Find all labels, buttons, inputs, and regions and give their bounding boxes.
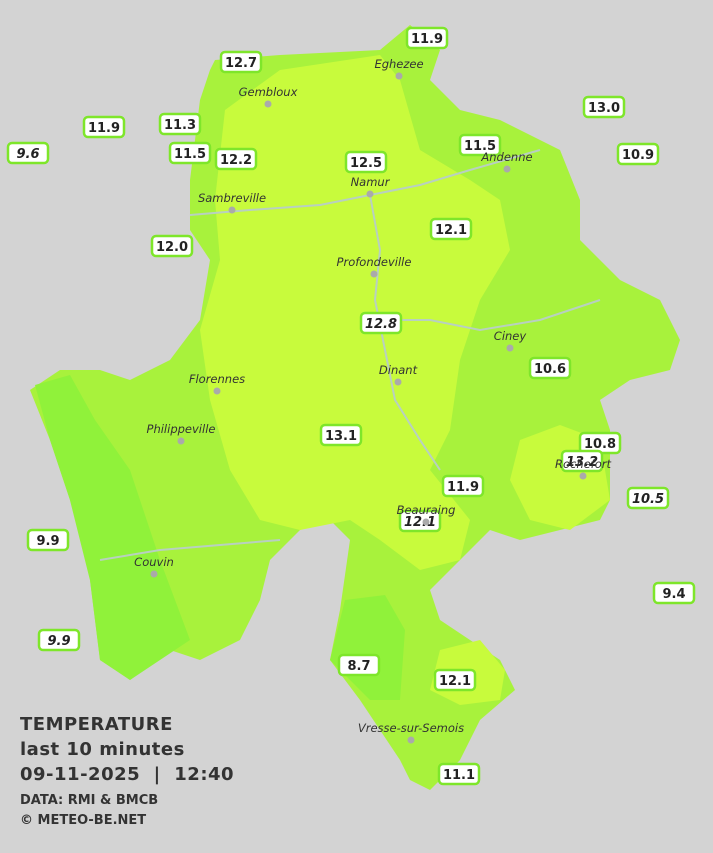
- town-label: Sambreville: [198, 191, 266, 205]
- station-box: [37, 628, 81, 652]
- station-box: [337, 653, 381, 677]
- station-value: 11.9: [88, 121, 120, 136]
- caption: TEMPERATURE last 10 minutes 09-11-2025 |…: [20, 714, 234, 828]
- town-dot: [579, 472, 587, 480]
- station-box: [26, 528, 70, 552]
- station-value: 13.2: [566, 455, 598, 470]
- station-box: [652, 581, 696, 605]
- station-box: [6, 141, 50, 165]
- town-label: Vresse-sur-Semois: [358, 721, 464, 735]
- station-value: 9.4: [662, 587, 685, 602]
- station-value: 11.5: [464, 139, 496, 154]
- station-box: [458, 133, 502, 157]
- station-box: [168, 141, 212, 165]
- town-dot: [370, 270, 378, 278]
- station-box: [429, 217, 473, 241]
- station-box: [398, 509, 442, 533]
- station-value: 9.6: [16, 147, 39, 162]
- station-value: 12.1: [439, 674, 471, 689]
- caption-copyright: © METEO-BE.NET: [20, 813, 146, 828]
- station-value: 11.3: [164, 118, 196, 133]
- station-value: 11.1: [443, 768, 475, 783]
- town-dot: [422, 518, 430, 526]
- station-box: [82, 115, 126, 139]
- town-dot: [228, 206, 236, 214]
- station-value: 10.6: [534, 362, 566, 377]
- station-box: [319, 423, 363, 447]
- station-box: [582, 95, 626, 119]
- town-dot: [150, 570, 158, 578]
- town-label: Couvin: [134, 555, 174, 569]
- station-box: [433, 668, 477, 692]
- town-label: Namur: [351, 175, 391, 189]
- station-value: 12.5: [350, 156, 382, 171]
- town-label: Profondeville: [337, 255, 412, 269]
- station-value: 10.8: [584, 437, 616, 452]
- stations: 12.7 11.9 13.0 11.9 11.3 9.6 11.5 12.2 12.5 11.5 1…: [6, 26, 696, 786]
- station-value: 11.5: [174, 147, 206, 162]
- station-box: [528, 356, 572, 380]
- caption-title: TEMPERATURE: [20, 714, 173, 735]
- town-dot: [395, 72, 403, 80]
- station-value: 9.9: [36, 534, 59, 549]
- station-box: [441, 474, 485, 498]
- station-box: [437, 762, 481, 786]
- station-value: 10.9: [622, 148, 654, 163]
- station-box: [560, 449, 604, 473]
- station-value: 11.9: [411, 32, 443, 47]
- town-label: Philippeville: [147, 422, 216, 436]
- station-box: [214, 147, 258, 171]
- station-value: 12.7: [225, 56, 257, 71]
- station-box: [158, 112, 202, 136]
- station-box: [344, 150, 388, 174]
- town-dot: [177, 437, 185, 445]
- station-value: 10.5: [632, 492, 664, 507]
- town-dot: [213, 387, 221, 395]
- station-value: 9.9: [47, 634, 70, 649]
- caption-datetime: 09-11-2025 | 12:40: [20, 764, 234, 785]
- station-box: [219, 50, 263, 74]
- towns: Eghezee Gembloux Andenne Namur Sambreville Pr…: [134, 57, 612, 744]
- station-box: [616, 142, 660, 166]
- station-box: [626, 486, 670, 510]
- town-dot: [394, 378, 402, 386]
- town-dot: [407, 736, 415, 744]
- cool-zone: [35, 375, 190, 680]
- town-label: Eghezee: [374, 57, 423, 71]
- station-value: 13.1: [325, 429, 357, 444]
- town-dot: [506, 344, 514, 352]
- town-dot: [366, 190, 374, 198]
- caption-period: last 10 minutes: [20, 739, 185, 760]
- town-dot: [264, 100, 272, 108]
- station-value: 11.9: [447, 480, 479, 495]
- warm-zone: [200, 55, 510, 570]
- station-value: 12.2: [220, 153, 252, 168]
- station-box: [359, 311, 403, 335]
- station-box: [405, 26, 449, 50]
- caption-source: DATA: RMI & BMCB: [20, 793, 158, 808]
- station-value: 12.1: [404, 515, 436, 530]
- town-label: Andenne: [480, 150, 532, 164]
- town-label: Ciney: [494, 329, 527, 343]
- station-value: 12.8: [365, 317, 397, 332]
- town-label: Florennes: [189, 372, 245, 386]
- town-label: Beauraing: [397, 503, 456, 517]
- town-label: Dinant: [379, 363, 418, 377]
- town-label: Gembloux: [239, 85, 298, 99]
- station-value: 13.0: [588, 101, 620, 116]
- station-box: [150, 234, 194, 258]
- town-dot: [503, 165, 511, 173]
- station-value: 12.0: [156, 240, 188, 255]
- town-label: Rochefort: [555, 457, 612, 471]
- station-value: 8.7: [347, 659, 370, 674]
- station-value: 12.1: [435, 223, 467, 238]
